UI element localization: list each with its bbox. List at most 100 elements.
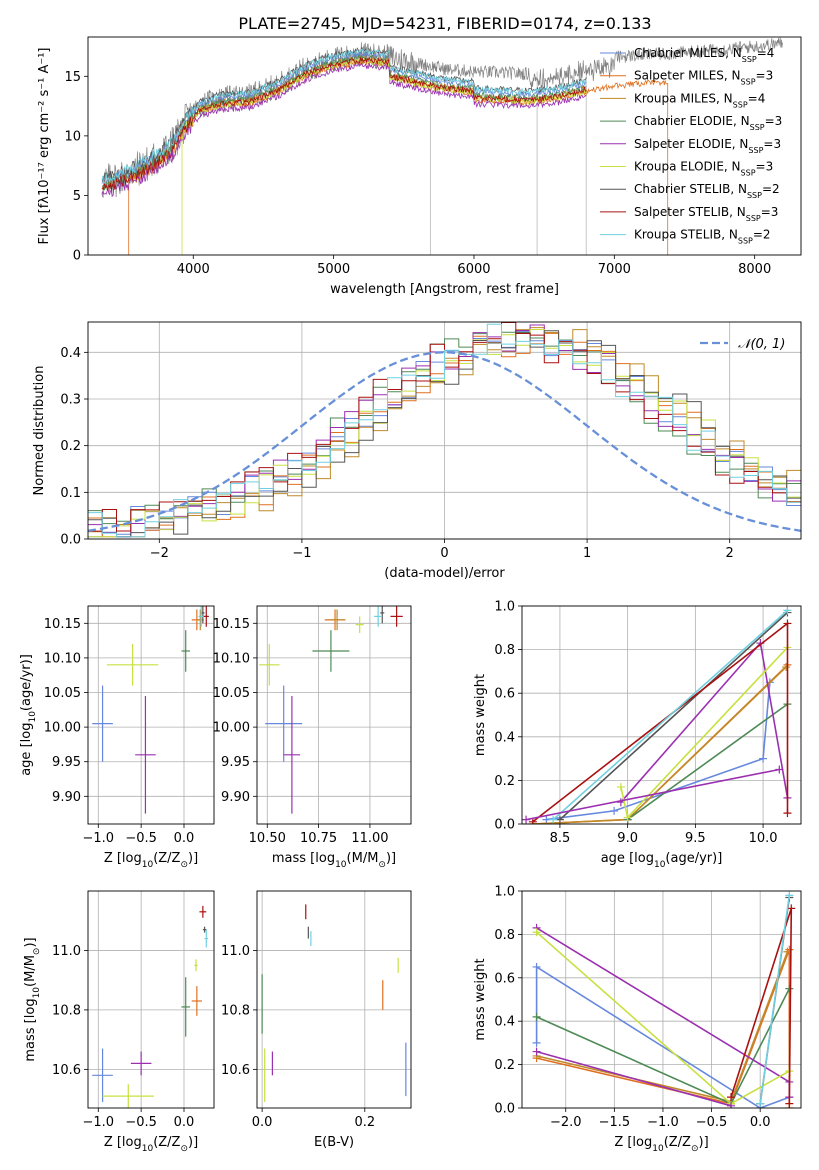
- axes: −2.0 −1.5 −1.0 −0.5 0.0 0.0 0.2 0.4 0.6 0.8 1.0: [494, 885, 801, 1130]
- residuals-plot-area: [88, 322, 801, 538]
- x-tick-label: −1.0: [647, 1115, 679, 1130]
- x-axis-label: Z [log10(Z/Z⊙)]: [104, 851, 198, 870]
- label-part: mass [log: [23, 998, 38, 1061]
- axes: 8.5 9.0 9.5 10.0 0.0 0.2 0.4 0.6 0.8 1.0: [494, 600, 801, 846]
- x-tick-label: 2: [726, 546, 734, 561]
- legend-sub: SSP: [733, 100, 748, 109]
- legend-tail: =4: [757, 46, 775, 60]
- label-part: mass [log: [272, 851, 335, 866]
- x-tick-label: 9.0: [617, 831, 638, 846]
- x-tick-label: 0.0: [174, 831, 195, 846]
- errorbar-point: [204, 929, 208, 948]
- axes-frame: [87, 605, 215, 825]
- legend-tail: =3: [756, 69, 774, 83]
- legend-name: Kroupa ELODIE, N: [634, 160, 741, 174]
- y-tick-label: 11.0: [52, 944, 81, 959]
- x-axis-label: wavelength [Angstrom, rest frame]: [330, 282, 559, 297]
- legend-entry: Salpeter STELIB, NSSP=3: [634, 205, 778, 223]
- axes: 4000 5000 6000 7000 8000 0 5 10 15: [64, 70, 771, 277]
- weight-marker: [532, 1012, 541, 1021]
- age-vs-Z-plot-area: [92, 606, 209, 814]
- weight-series-kroupa-stelib: [552, 609, 789, 821]
- errorbar-point: [102, 1084, 154, 1108]
- legend-tail: =3: [756, 160, 774, 174]
- y-tick-label: 0.1: [60, 486, 81, 501]
- residuals-panel: −2 −1 0 1 2 0.0 0.1 0.2 0.3 0.4 (data-model)/error…: [32, 321, 802, 581]
- errorbar-point: [202, 926, 207, 933]
- x-tick-label: 9.5: [685, 831, 706, 846]
- weight-marker: [727, 1093, 736, 1102]
- normal-curve: [88, 351, 801, 532]
- x-axis-label: E(B-V): [314, 1135, 354, 1150]
- figure-title: PLATE=2745, MJD=54231, FIBERID=0174, z=0…: [238, 14, 651, 33]
- errorbar-point: [390, 606, 403, 627]
- y-tick-label: 15: [64, 70, 81, 85]
- weight-marker: [785, 1099, 794, 1108]
- model-spectrum-chabrier-miles: [101, 50, 587, 187]
- x-tick-label: −1: [292, 546, 311, 561]
- legend-entry: Chabrier MILES, NSSP=4: [634, 46, 774, 64]
- label-part: 10: [652, 1144, 664, 1154]
- y-tick-label: 0.6: [494, 687, 515, 702]
- axes-frame: [256, 890, 412, 1109]
- weight-series-kroupa-elodie: [620, 646, 789, 820]
- legend-sub: SSP: [738, 236, 753, 245]
- weight-marker: [783, 606, 792, 615]
- legend-entry: Salpeter MILES, NSSP=3: [634, 69, 773, 87]
- weight-series-chabrier-miles: [535, 965, 790, 1108]
- label-part: Z [log: [614, 1135, 652, 1150]
- legend-name: Salpeter MILES, N: [634, 69, 741, 83]
- x-tick-label: 0.0: [174, 1115, 195, 1130]
- label-part: (age/yr)]: [665, 851, 722, 866]
- residuals-legend: 𝒩(0, 1): [700, 337, 785, 352]
- legend-tail: =2: [762, 182, 780, 196]
- legend-sub: SSP: [750, 123, 765, 132]
- axes-frame: [521, 605, 802, 825]
- y-tick-label: 9.90: [221, 790, 250, 805]
- legend-name: Salpeter STELIB, N: [634, 205, 746, 219]
- weight-series-kroupa-stelib: [759, 895, 791, 1104]
- weight-marker: [616, 782, 625, 791]
- y-tick-label: 0.2: [60, 439, 81, 454]
- residual-histogram-kroupa-stelib: [88, 323, 801, 538]
- legend-name: Chabrier STELIB, N: [634, 182, 747, 196]
- y-tick-label: 10.15: [213, 617, 250, 632]
- y-axis-label: mass weight: [473, 958, 488, 1040]
- y-tick-label: 0.8: [494, 643, 515, 658]
- label-part: (age/yr)]: [19, 654, 34, 711]
- label-part: )]: [23, 937, 38, 947]
- y-tick-label: 0: [73, 249, 81, 264]
- legend-name: Kroupa MILES, N: [634, 91, 733, 105]
- axes-frame: [87, 890, 215, 1109]
- legend-name: Chabrier MILES, N: [634, 46, 742, 60]
- model-spectrum-kroupa-miles: [101, 55, 587, 192]
- y-axis-label: mass weight: [473, 674, 488, 756]
- y-axis-label: Normed distribution: [32, 366, 47, 496]
- y-tick-label: 5: [73, 189, 81, 204]
- y-tick-label: 10.05: [44, 686, 81, 701]
- weight-series-chabrier-elodie: [627, 703, 788, 821]
- label-part: age [log: [19, 723, 34, 776]
- label-part: )]: [699, 1135, 709, 1150]
- weight-marker: [787, 904, 796, 913]
- weight-series-salpeter-elodie: [525, 768, 780, 821]
- mass-vs-EBV-panel: 0.0 0.2 10.6 10.8 11.0 E(B-V): [221, 890, 412, 1150]
- legend-name: Salpeter ELODIE, N: [634, 137, 748, 151]
- y-tick-label: 9.95: [52, 755, 81, 770]
- legend-sub: SSP: [746, 213, 761, 222]
- label-part: )]: [188, 1135, 198, 1150]
- x-tick-label: −1.0: [82, 1115, 114, 1130]
- label-part: 10: [28, 711, 38, 723]
- y-tick-label: 0.3: [60, 393, 81, 408]
- y-axis-label: mass [log10(M/M⊙)]: [23, 937, 42, 1061]
- weight-marker: [542, 815, 551, 824]
- model-spectrum-salpeter-miles: [128, 58, 669, 255]
- x-tick-label: 10.0: [749, 831, 778, 846]
- weight-vs-Z-panel: −2.0 −1.5 −1.0 −0.5 0.0 0.0 0.2 0.4 0.6 0.8 1.0 Z […: [473, 885, 802, 1154]
- legend-sub: SSP: [741, 168, 756, 177]
- weight-marker: [610, 806, 619, 815]
- axes: 10.50 10.75 11.00 9.90 9.95 10.00 10.05 10.10 10…: [213, 606, 411, 846]
- y-tick-label: 10.05: [213, 686, 250, 701]
- errorbar-point: [203, 606, 209, 627]
